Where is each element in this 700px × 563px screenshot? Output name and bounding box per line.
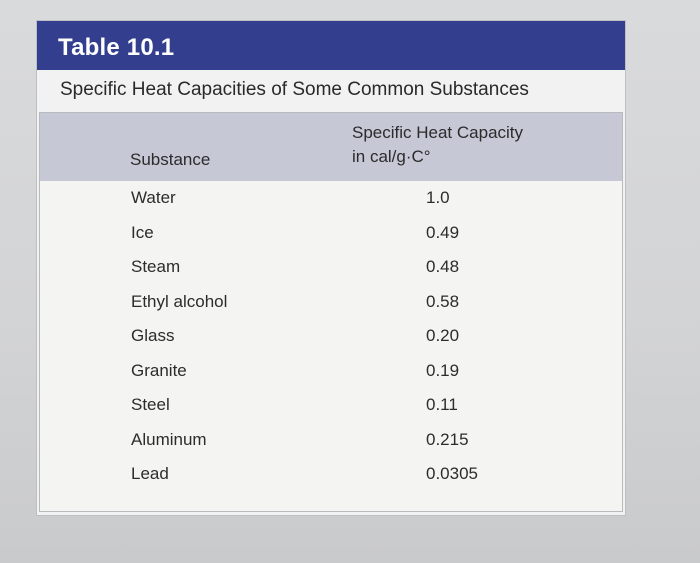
data-table: Substance Specific Heat Capacity in cal/… [39, 112, 623, 512]
table-caption: Specific Heat Capacities of Some Common … [60, 79, 529, 100]
heat-capacity-cell: 0.19 [426, 360, 460, 380]
heat-capacity-cell: 0.11 [426, 395, 458, 414]
heat-capacity-cell: 0.20 [426, 326, 460, 345]
substance-cell: Water [131, 188, 176, 207]
substance-cell: Steel [131, 395, 170, 414]
heat-capacity-cell: 0.58 [426, 291, 460, 311]
heat-capacity-cell: 0.215 [426, 429, 469, 449]
heat-capacity-cell: 0.0305 [426, 464, 478, 483]
table-card: Table 10.1 Specific Heat Capacities of S… [36, 20, 626, 516]
substance-cell: Steam [131, 257, 181, 276]
table-row: Steam 0.48 [40, 253, 622, 287]
table-row: Water 1.0 [40, 184, 622, 218]
heat-capacity-cell: 0.49 [426, 222, 460, 242]
substance-cell: Ice [131, 222, 154, 242]
table-row: Aluminum 0.215 [40, 426, 622, 460]
substance-cell: Lead [131, 464, 169, 483]
heat-capacity-cell: 1.0 [426, 188, 450, 207]
column-header-substance: Substance [130, 150, 211, 169]
table-row: Granite 0.19 [40, 357, 622, 391]
substance-cell: Granite [131, 360, 187, 380]
heat-capacity-cell: 0.48 [426, 257, 460, 276]
table-header: Substance Specific Heat Capacity in cal/… [40, 113, 622, 181]
substance-cell: Glass [131, 326, 175, 345]
table-title: Table 10.1 [58, 34, 175, 61]
column-header-capacity: Specific Heat Capacity in cal/g·C° [352, 121, 523, 169]
table-row: Glass 0.20 [40, 322, 622, 356]
column-header-capacity-line1: Specific Heat Capacity [352, 123, 524, 142]
table-row: Lead 0.0305 [40, 460, 622, 494]
table-row: Steel 0.11 [40, 391, 622, 425]
substance-cell: Aluminum [131, 429, 207, 449]
substance-cell: Ethyl alcohol [131, 291, 228, 311]
title-bar: Table 10.1 [37, 21, 625, 70]
column-header-capacity-line2: in cal/g·C° [352, 147, 431, 166]
table-row: Ethyl alcohol 0.58 [40, 288, 622, 322]
table-row: Ice 0.49 [40, 219, 622, 253]
